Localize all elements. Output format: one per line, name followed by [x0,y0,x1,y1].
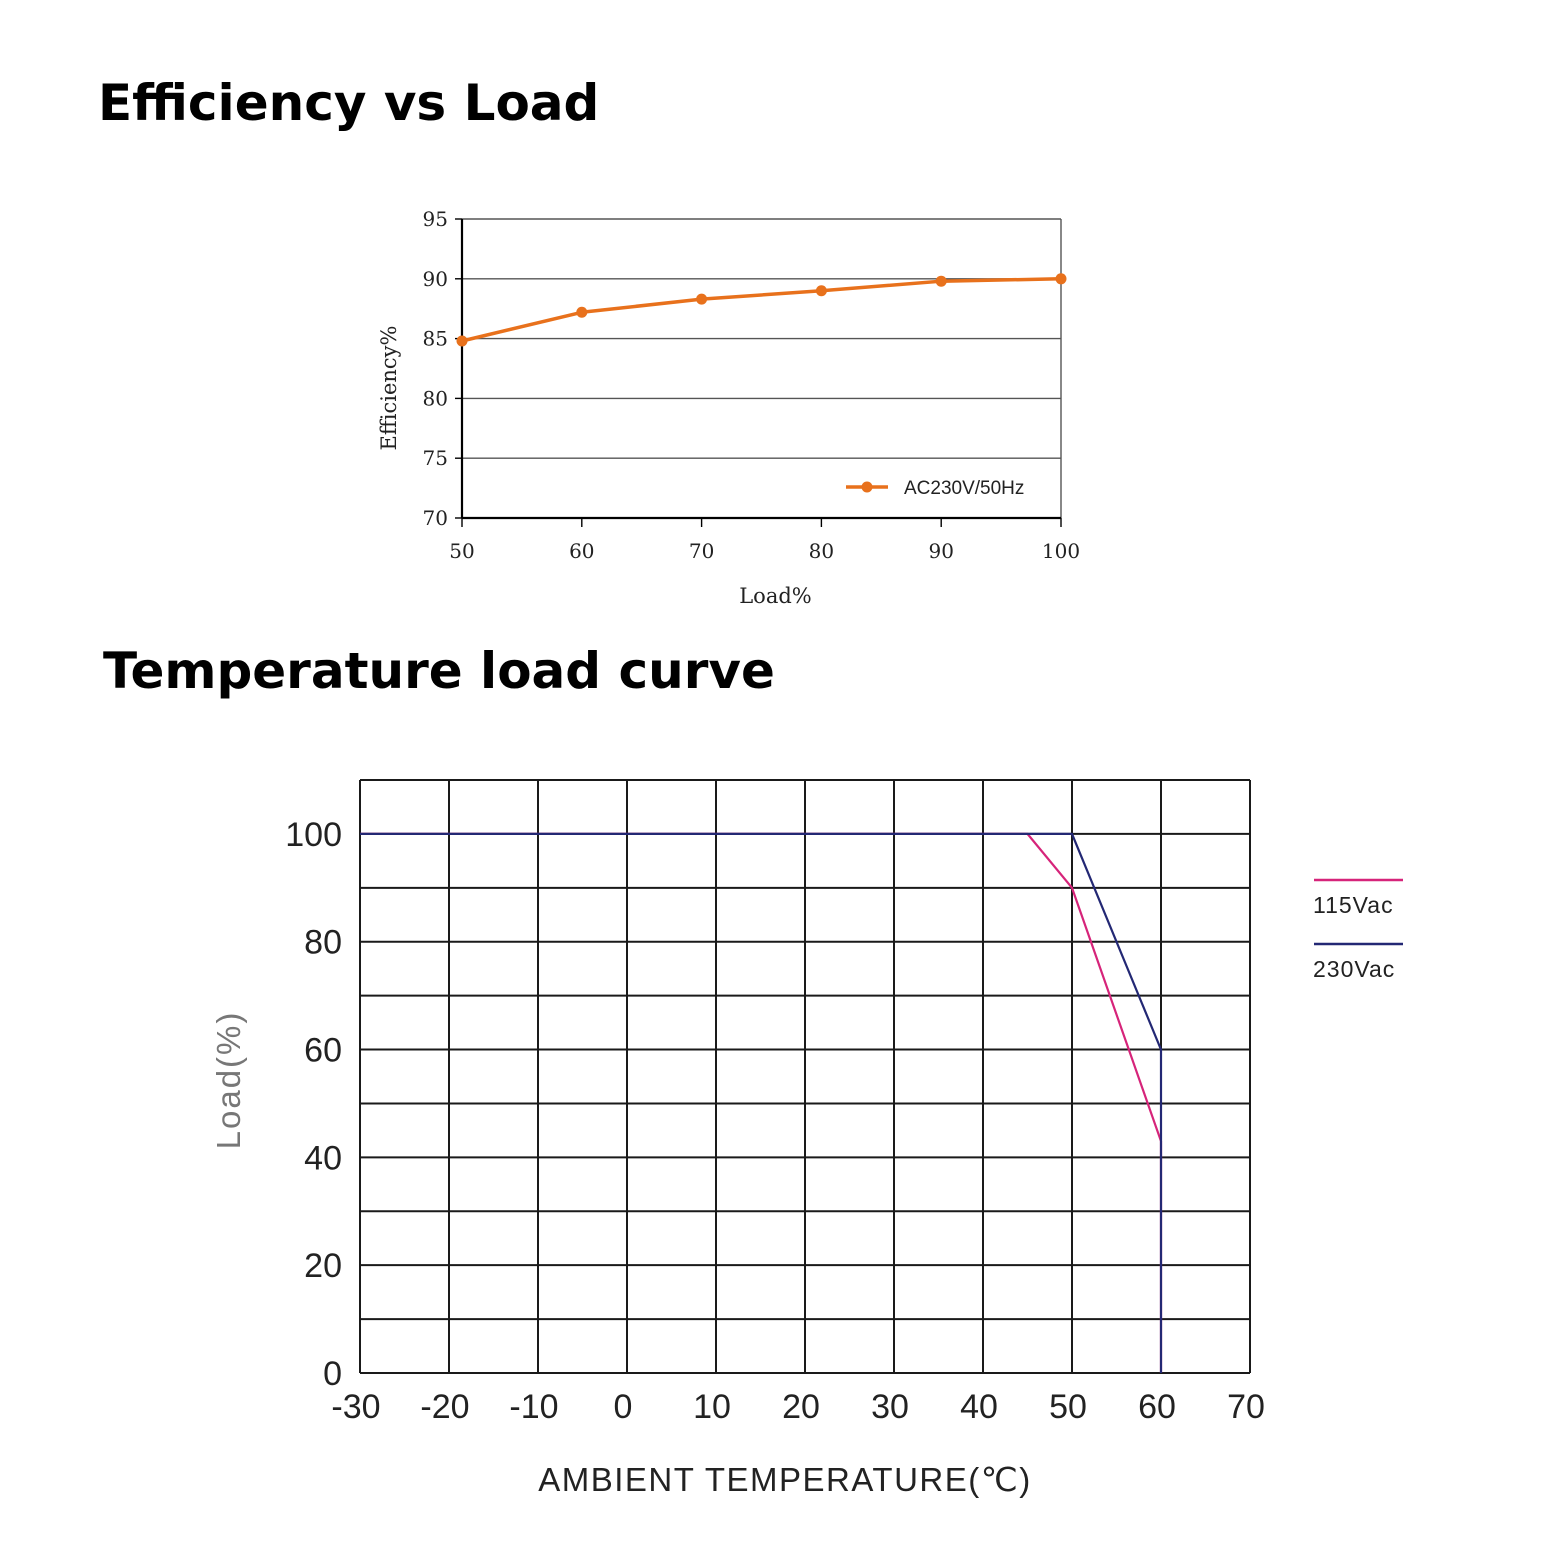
y-tick-label: 20 [304,1247,342,1285]
x-tick-label: -30 [331,1388,380,1426]
y-tick-label: 95 [423,207,448,231]
y-tick-label: 75 [423,446,448,470]
y-axis-label: Load(%) [210,1011,247,1150]
efficiency-chart-title: Efficiency vs Load [98,74,600,132]
y-tick-label: 85 [423,327,448,351]
y-tick-label: 100 [285,816,342,854]
y-tick-label: 80 [304,924,342,962]
data-point [935,275,947,287]
y-tick-label: 80 [423,386,448,410]
legend-label: 230Vac [1313,956,1395,982]
x-tick-label: 10 [693,1388,731,1426]
x-tick-label: 0 [614,1388,633,1426]
y-axis-label: Efficiency% [377,326,401,451]
y-tick-label: 90 [423,267,448,291]
data-point [1055,273,1067,285]
x-axis-label: AMBIENT TEMPERATURE(℃) [538,1461,1032,1498]
y-tick-label: 0 [323,1355,342,1393]
legend-swatch-marker [861,481,873,493]
data-point [696,293,708,305]
x-tick-label: 40 [960,1388,998,1426]
legend-label: 115Vac [1313,892,1394,918]
y-tick-label: 40 [304,1139,342,1177]
x-tick-label: -10 [509,1388,558,1426]
x-axis-label: Load% [739,584,812,608]
efficiency-chart: 70 75 80 85 90 95 50 60 70 80 90 100 Load% Efficiency… [377,207,1080,608]
x-tick-label: 100 [1042,539,1080,563]
temperature-chart-title: Temperature load curve [103,642,775,700]
y-tick-label: 60 [304,1032,342,1070]
x-tick-label: 70 [1227,1388,1265,1426]
x-tick-label: 70 [689,539,714,563]
data-point [815,285,827,297]
x-tick-label: 50 [1049,1388,1087,1426]
y-tick-label: 70 [423,506,448,530]
x-tick-label: 90 [928,539,953,563]
series-line-230vac [360,832,1163,1373]
x-tick-label: 60 [569,539,594,563]
legend-label: AC230V/50Hz [904,478,1024,499]
x-tick-label: 80 [809,539,834,563]
x-tick-label: 20 [782,1388,820,1426]
series-line-ac230v [461,277,1062,343]
x-tick-label: 60 [1138,1388,1176,1426]
x-tick-label: 30 [871,1388,909,1426]
x-tick-label: 50 [449,539,474,563]
data-point [456,335,468,347]
data-point [576,306,588,318]
x-tick-label: -20 [420,1388,469,1426]
